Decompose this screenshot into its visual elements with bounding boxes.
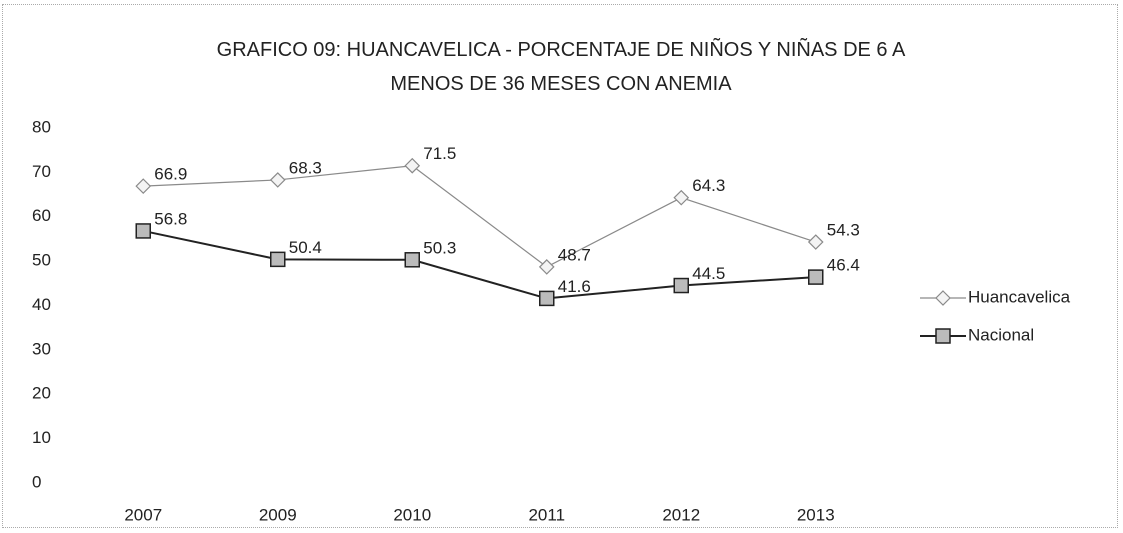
point [807, 234, 824, 250]
data-label: 66.9 [154, 165, 187, 184]
data-label: 46.4 [827, 256, 860, 275]
data-label: 50.4 [289, 238, 322, 257]
x-tick-label: 2013 [797, 505, 835, 524]
x-tick-label: 2011 [528, 505, 565, 524]
y-tick-label: 20 [32, 384, 51, 403]
y-tick-label: 10 [32, 428, 51, 447]
data-label: 54.3 [827, 221, 860, 240]
data-label: 41.6 [558, 277, 591, 296]
point [935, 290, 951, 306]
series-line [143, 229, 816, 300]
point [135, 223, 151, 239]
point [135, 178, 152, 194]
point [538, 259, 555, 275]
chart-frame [2, 4, 1118, 528]
y-tick-label: 0 [32, 472, 41, 491]
point [539, 290, 555, 307]
point [808, 269, 824, 285]
data-label: 64.3 [692, 176, 725, 195]
legend-label: Nacional [968, 325, 1034, 344]
y-tick-label: 30 [32, 339, 51, 358]
point [404, 252, 420, 268]
point [673, 189, 690, 206]
y-tick-label: 50 [32, 251, 51, 270]
data-label: 48.7 [558, 245, 591, 264]
data-label: 71.5 [423, 144, 456, 163]
series-line [143, 165, 816, 268]
data-label: 68.3 [289, 158, 322, 177]
x-tick-label: 2012 [662, 505, 700, 524]
y-tick-label: 70 [32, 162, 51, 181]
data-label: 50.3 [423, 238, 456, 257]
point [673, 277, 689, 294]
point [404, 157, 421, 174]
point [269, 172, 286, 188]
y-tick-label: 40 [32, 295, 51, 314]
y-tick-label: 60 [32, 206, 51, 225]
y-tick-label: 80 [32, 117, 51, 136]
data-label: 44.5 [692, 264, 725, 283]
x-tick-label: 2009 [259, 505, 297, 524]
x-tick-label: 2007 [124, 505, 162, 524]
chart-title: GRAFICO 09: HUANCAVELICA - PORCENTAJE DE… [216, 39, 906, 95]
point [270, 251, 286, 268]
legend-label: Huancavelica [968, 287, 1071, 306]
x-tick-label: 2010 [393, 505, 431, 524]
point [935, 328, 951, 344]
data-label: 56.8 [154, 209, 187, 228]
